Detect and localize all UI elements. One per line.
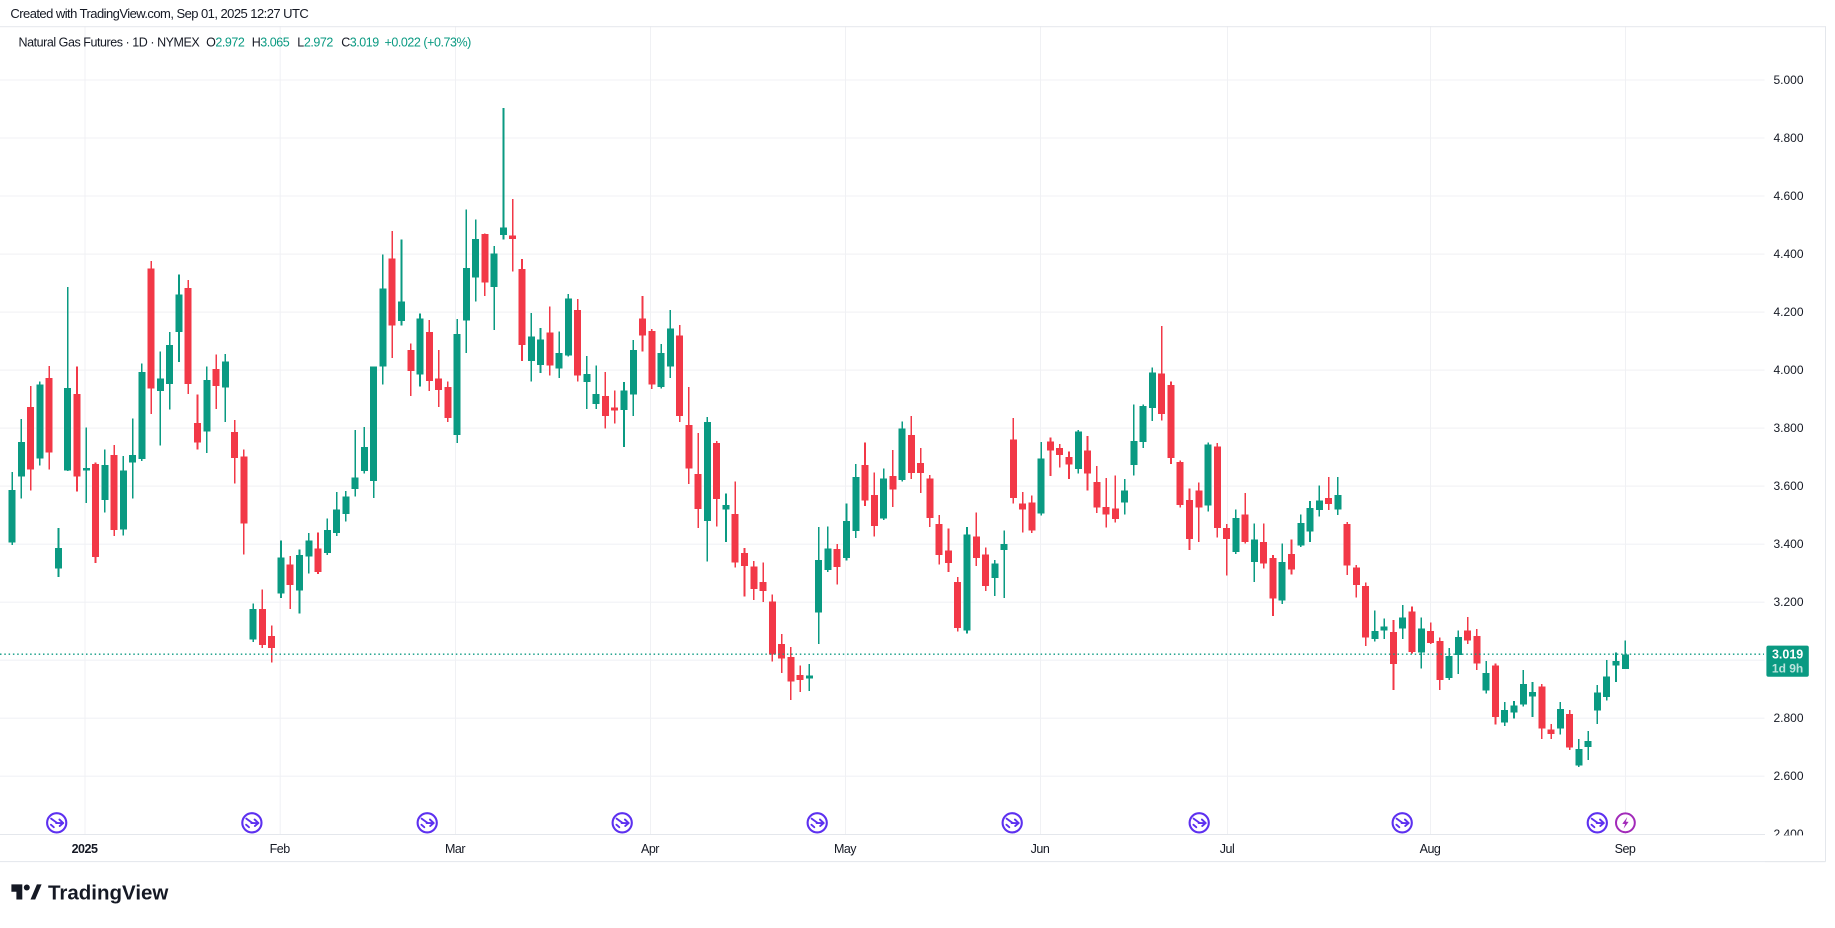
svg-text:4.000: 4.000: [1774, 363, 1804, 377]
svg-text:1d 9h: 1d 9h: [1772, 662, 1803, 676]
svg-text:Created with TradingView.com,: Created with TradingView.com, Sep 01, 20…: [10, 6, 308, 21]
svg-text:C3.019: C3.019: [341, 36, 379, 50]
svg-text:+0.022 (+0.73%): +0.022 (+0.73%): [385, 36, 472, 50]
svg-text:Apr: Apr: [641, 842, 659, 856]
svg-text:O2.972: O2.972: [206, 36, 245, 50]
svg-text:3.800: 3.800: [1774, 421, 1804, 435]
svg-text:4.600: 4.600: [1774, 189, 1804, 203]
svg-text:Feb: Feb: [270, 842, 291, 856]
svg-text:May: May: [834, 842, 857, 856]
svg-text:Mar: Mar: [445, 842, 465, 856]
svg-text:Jun: Jun: [1031, 842, 1050, 856]
svg-text:Sep: Sep: [1615, 842, 1636, 856]
svg-text:H3.065: H3.065: [252, 36, 290, 50]
svg-text:Aug: Aug: [1420, 842, 1441, 856]
svg-text:3.019: 3.019: [1772, 647, 1803, 661]
svg-text:2.600: 2.600: [1774, 769, 1804, 783]
svg-text:Jul: Jul: [1220, 842, 1234, 856]
svg-text:3.400: 3.400: [1774, 537, 1804, 551]
svg-text:TradingView: TradingView: [48, 882, 168, 905]
svg-text:2025: 2025: [72, 842, 98, 856]
svg-text:Natural Gas Futures · 1D · NYM: Natural Gas Futures · 1D · NYMEX: [19, 36, 201, 50]
svg-text:5.000: 5.000: [1774, 73, 1804, 87]
svg-text:3.200: 3.200: [1774, 595, 1804, 609]
svg-text:4.800: 4.800: [1774, 131, 1804, 145]
svg-text:4.200: 4.200: [1774, 305, 1804, 319]
svg-text:L2.972: L2.972: [297, 36, 333, 50]
svg-text:2.800: 2.800: [1774, 711, 1804, 725]
svg-text:4.400: 4.400: [1774, 247, 1804, 261]
svg-text:3.600: 3.600: [1774, 479, 1804, 493]
